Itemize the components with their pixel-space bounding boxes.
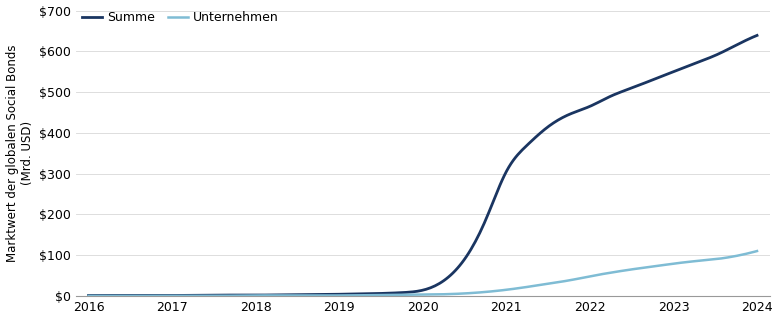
- Legend: Summe, Unternehmen: Summe, Unternehmen: [82, 11, 278, 24]
- Summe: [484, 211, 494, 214]
- Unternehmen: [650, 264, 659, 268]
- Unternehmen: [482, 290, 491, 294]
- Summe: [83, 293, 93, 297]
- Y-axis label: Marktwert der globalen Social Bonds
(Mrd. USD): Marktwert der globalen Social Bonds (Mrd…: [5, 44, 34, 262]
- Summe: [692, 61, 701, 65]
- Summe: [86, 293, 95, 297]
- Unternehmen: [495, 289, 505, 292]
- Unternehmen: [193, 294, 203, 298]
- Unternehmen: [484, 290, 494, 293]
- Line: Unternehmen: Unternehmen: [88, 251, 757, 296]
- Summe: [753, 34, 762, 37]
- Unternehmen: [86, 294, 95, 298]
- Summe: [495, 183, 505, 187]
- Unternehmen: [83, 294, 93, 298]
- Line: Summe: Summe: [88, 36, 757, 296]
- Unternehmen: [692, 259, 701, 263]
- Summe: [149, 294, 158, 298]
- Summe: [650, 77, 659, 81]
- Summe: [482, 216, 491, 220]
- Unternehmen: [753, 249, 762, 253]
